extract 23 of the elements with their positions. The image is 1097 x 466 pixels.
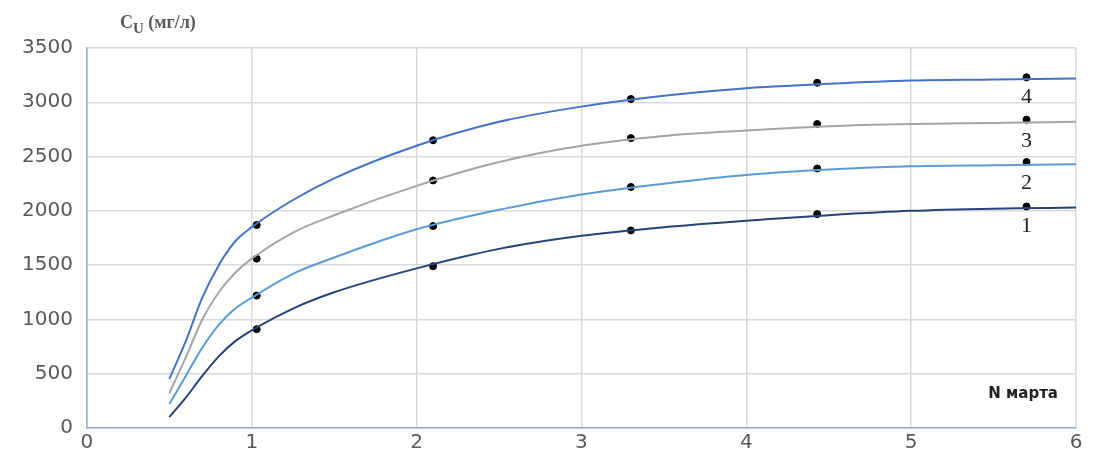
x-tick-label: 4 [739,429,753,454]
series-label: 3 [1021,126,1033,152]
x-tick-label: 1 [245,429,259,454]
x-tick-label: 0 [80,429,94,454]
x-axis-title: N марта [988,384,1058,402]
series-label: 4 [1021,83,1033,109]
x-tick-label: 2 [410,429,423,454]
line-series [168,163,1076,406]
y-tick-label: 2000 [21,197,73,222]
y-tick-label: 2500 [21,142,73,167]
x-tick-label: 3 [575,429,588,454]
x-tick-label: 6 [1069,429,1083,454]
series-label: 2 [1021,168,1033,194]
line-series [168,77,1076,381]
y-tick-label: 3000 [21,88,73,113]
line-series [168,206,1076,419]
y-tick-label: 1500 [21,251,73,276]
y-axis-title: C$_{U}$ (мг/л) [120,12,196,37]
y-tick-label: 3500 [21,34,73,59]
y-tick-label: 1000 [21,305,73,330]
x-tick-label: 5 [904,429,918,454]
series-label: 1 [1021,212,1033,238]
y-tick-label: 500 [34,359,73,384]
